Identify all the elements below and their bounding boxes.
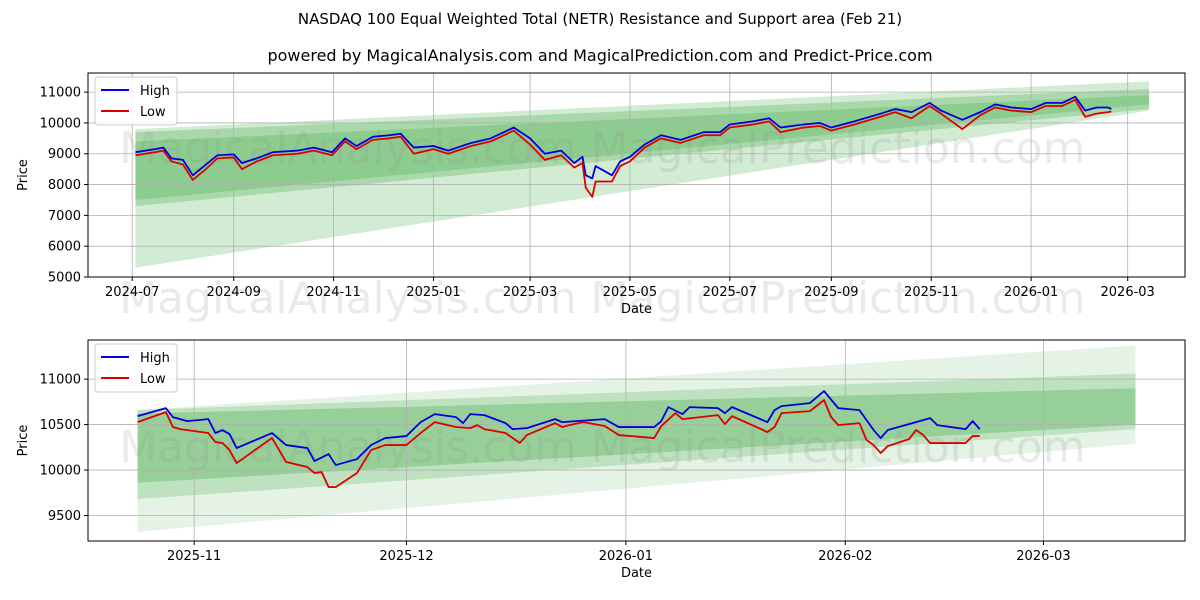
y-tick-label: 10000	[40, 464, 81, 479]
x-tick-label: 2025-11	[904, 285, 958, 300]
x-tick-label: 2024-09	[207, 285, 261, 300]
series-line-low	[135, 98, 1112, 198]
y-axis-label: Price	[16, 159, 31, 191]
chart-2: MagicalAnalysis.com MagicalPrediction.com…	[16, 339, 1186, 581]
x-tick-label: 2025-01	[406, 285, 460, 300]
x-tick-label: 2025-09	[804, 285, 858, 300]
y-tick-label: 11000	[40, 373, 81, 388]
chart-title: NASDAQ 100 Equal Weighted Total (NETR) R…	[297, 10, 903, 28]
y-tick-label: 5000	[48, 271, 81, 286]
chart-subtitle: powered by MagicalAnalysis.com and Magic…	[267, 46, 933, 65]
support-resistance-band	[137, 388, 1136, 483]
y-tick-label: 6000	[48, 240, 81, 255]
x-axis-label: Date	[621, 566, 652, 581]
y-axis-label: Price	[16, 425, 31, 457]
legend-label-low: Low	[140, 105, 166, 120]
x-tick-label: 2026-03	[1101, 285, 1155, 300]
legend-label-low: Low	[140, 372, 166, 387]
x-tick-label: 2025-03	[503, 285, 557, 300]
watermark: MagicalAnalysis.com	[119, 273, 577, 324]
x-tick-label: 2026-01	[1004, 285, 1058, 300]
legend: High Low	[94, 76, 178, 126]
support-resistance-band	[135, 81, 1149, 268]
x-tick-label: 2025-12	[379, 549, 433, 564]
x-tick-label: 2026-02	[818, 549, 872, 564]
x-tick-label: 2026-01	[599, 549, 653, 564]
y-tick-label: 10500	[40, 418, 81, 433]
support-resistance-band	[137, 345, 1136, 532]
watermark: MagicalPrediction.com	[591, 422, 1086, 473]
legend-label-high: High	[140, 351, 170, 366]
series-line-low	[137, 399, 980, 488]
x-tick-label: 2025-11	[167, 549, 221, 564]
axes-frame	[87, 339, 1186, 542]
chart-1: MagicalAnalysis.com MagicalPrediction.com…	[16, 72, 1186, 324]
y-tick-label: 9500	[48, 509, 81, 524]
x-tick-label: 2024-07	[105, 285, 159, 300]
series-line-high	[135, 95, 1112, 180]
y-tick-label: 7000	[48, 209, 81, 224]
y-tick-label: 9000	[48, 147, 81, 162]
series-line-high	[137, 390, 981, 466]
watermark: MagicalPrediction.com	[591, 273, 1086, 324]
watermark: MagicalPrediction.com	[591, 123, 1086, 174]
x-tick-label: 2024-11	[306, 285, 360, 300]
legend: High Low	[94, 343, 178, 393]
x-tick-label: 2025-07	[703, 285, 757, 300]
watermark: MagicalAnalysis.com	[119, 123, 577, 174]
x-tick-label: 2026-03	[1016, 549, 1070, 564]
x-axis-label: Date	[621, 302, 652, 317]
y-tick-label: 8000	[48, 178, 81, 193]
y-tick-label: 11000	[40, 86, 81, 101]
y-tick-label: 10000	[40, 116, 81, 131]
x-tick-label: 2025-05	[603, 285, 657, 300]
axes-frame	[87, 72, 1186, 278]
legend-label-high: High	[140, 84, 170, 99]
